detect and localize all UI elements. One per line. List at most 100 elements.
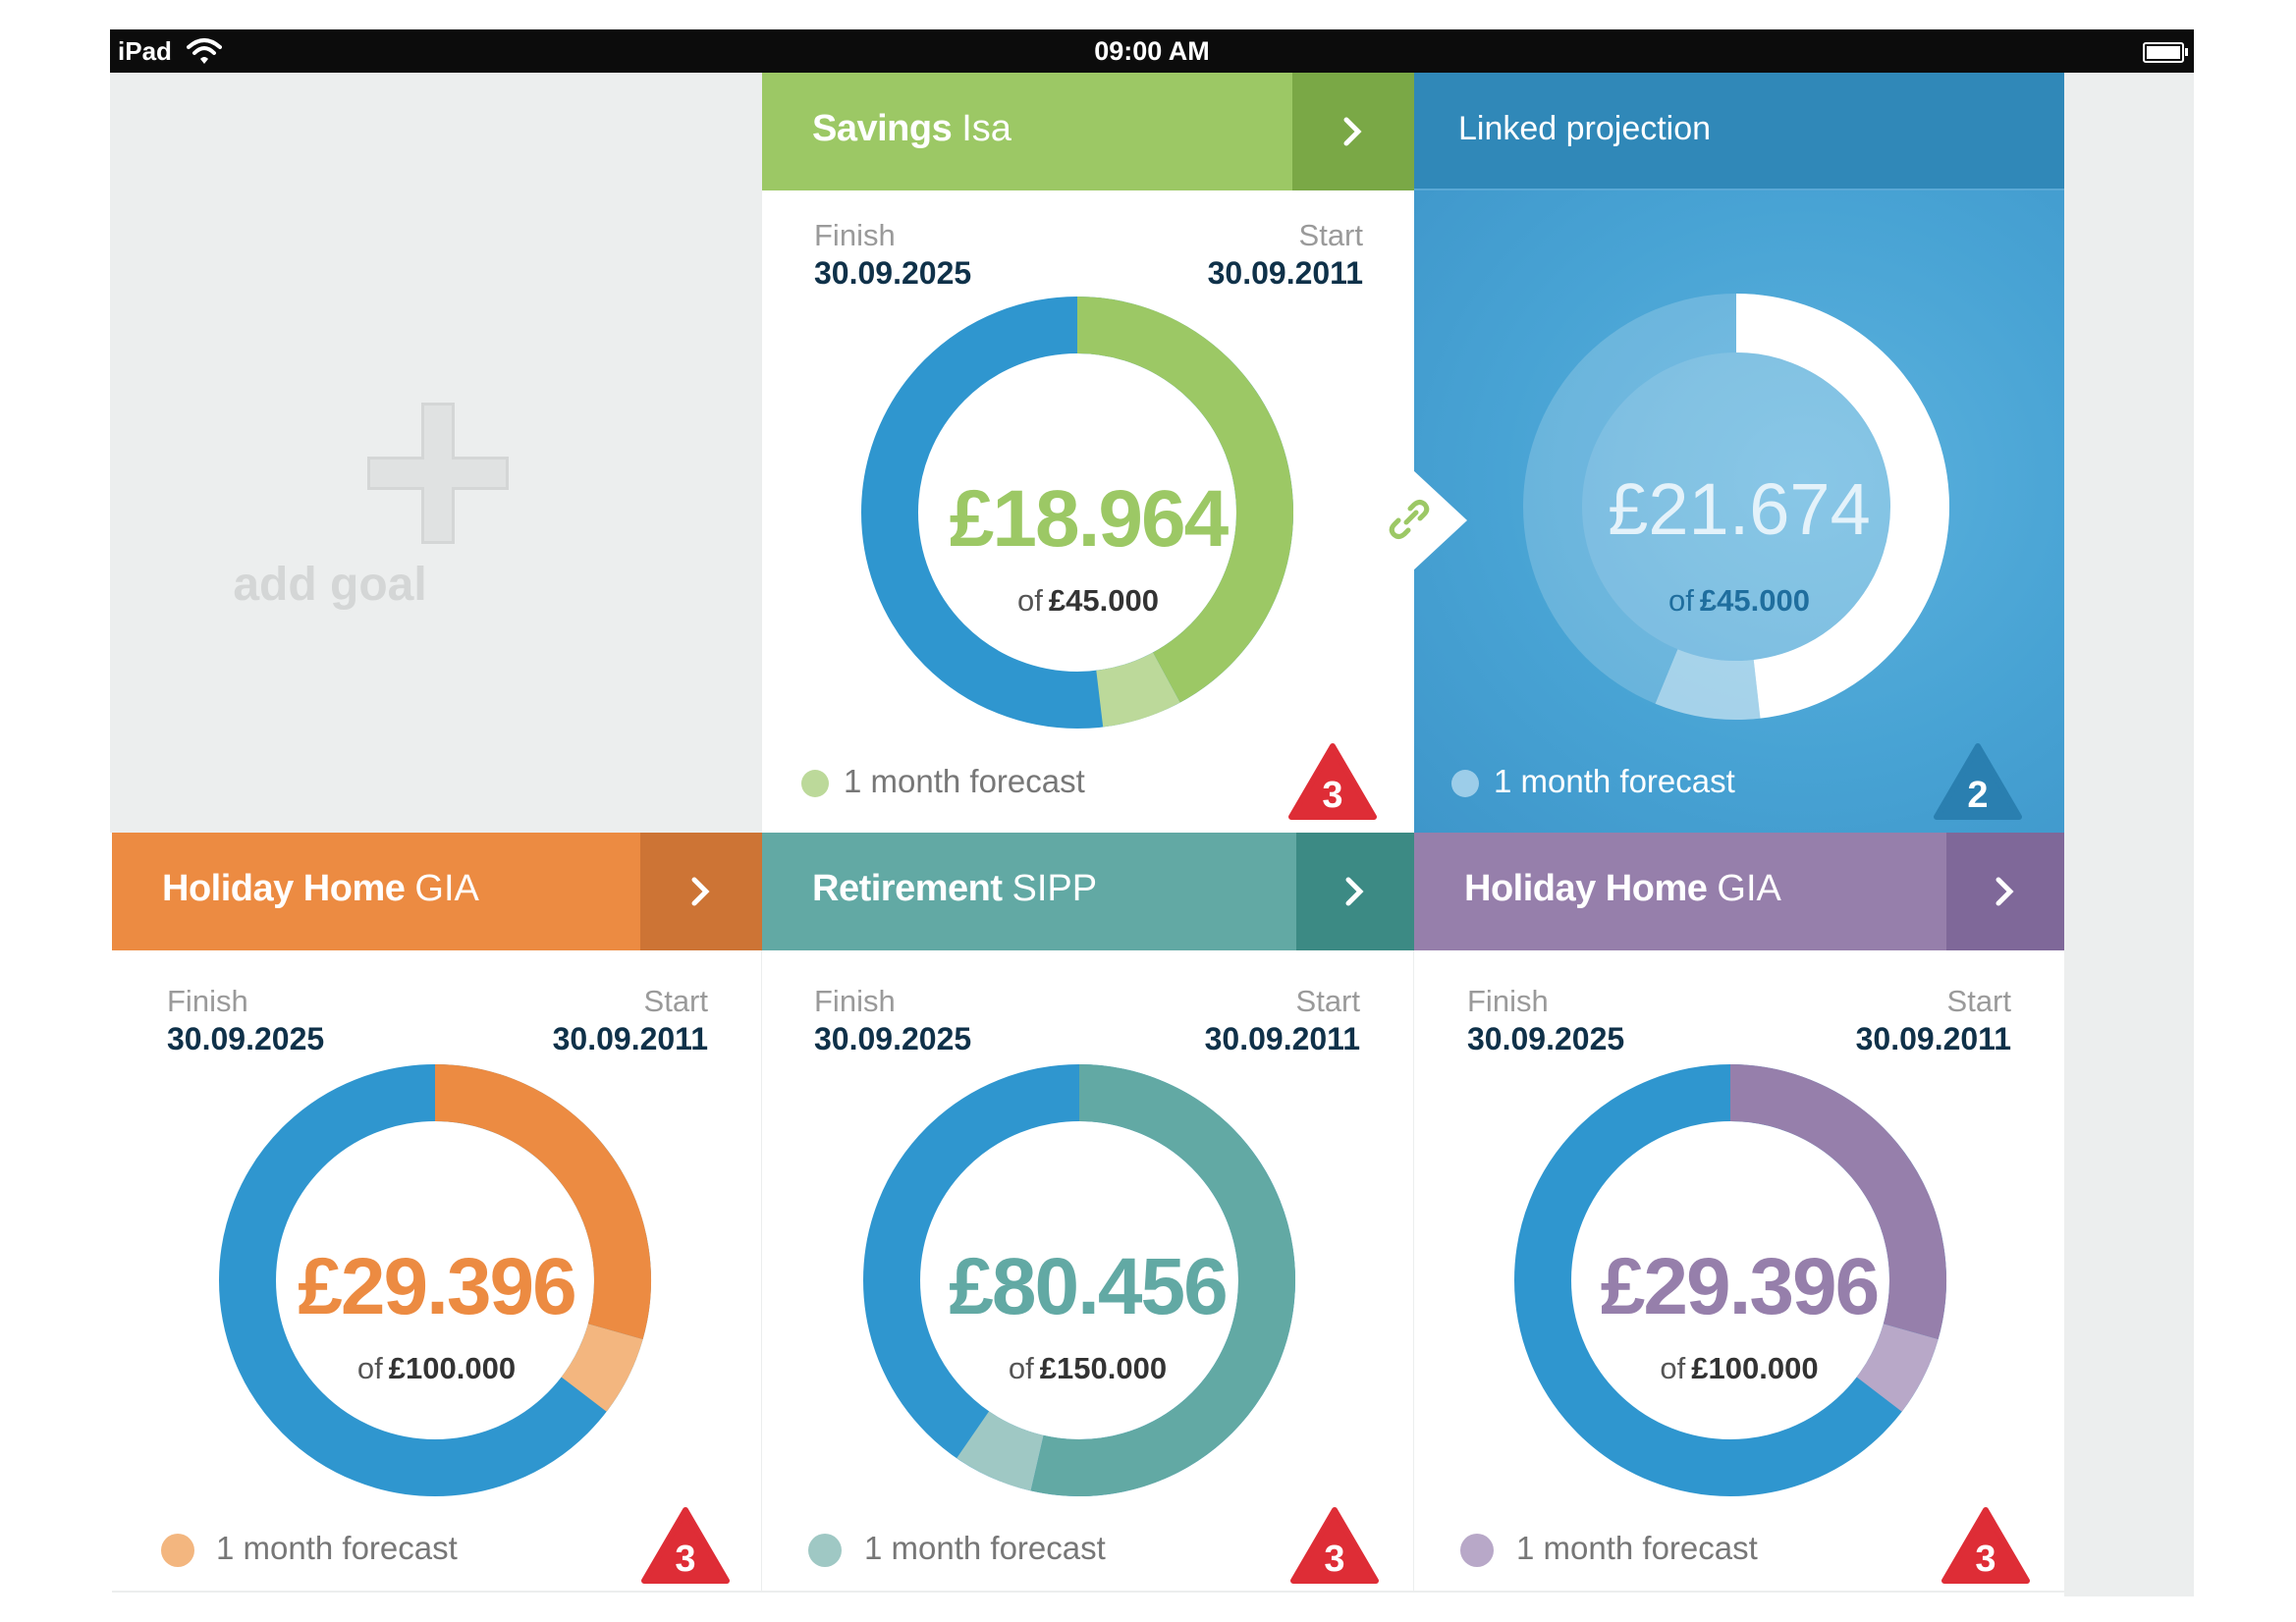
alert-badge[interactable]: 2 bbox=[1933, 742, 2023, 821]
forecast-dot bbox=[808, 1534, 842, 1567]
target-amount: of £100.000 bbox=[356, 1351, 517, 1385]
add-goal-label: add goal bbox=[233, 559, 427, 611]
forecast-label: 1 month forecast bbox=[1494, 763, 1735, 799]
svg-text:2: 2 bbox=[1967, 775, 1988, 816]
svg-text:3: 3 bbox=[1975, 1539, 1995, 1580]
battery-icon bbox=[2143, 42, 2188, 63]
forecast-dot bbox=[161, 1534, 194, 1567]
card-header[interactable]: Holiday Home GIA bbox=[112, 833, 762, 950]
card-header: Linked projection bbox=[1414, 73, 2064, 190]
open-goal-button[interactable] bbox=[1946, 833, 2064, 950]
card-title: Retirement SIPP bbox=[812, 868, 1098, 909]
finish-date: 30.09.2025 bbox=[814, 1021, 972, 1056]
add-goal-tile[interactable]: add goal bbox=[110, 73, 762, 833]
forecast-arc bbox=[561, 1323, 643, 1412]
start-label: Start bbox=[643, 984, 708, 1018]
finish-date: 30.09.2025 bbox=[814, 255, 972, 291]
progress-donut bbox=[863, 1064, 1295, 1496]
finish-date: 30.09.2025 bbox=[167, 1021, 325, 1056]
linked-projection-card: Linked projection £21.674 of £45.000 1 mo… bbox=[1414, 73, 2064, 833]
donut-inner bbox=[1582, 352, 1890, 661]
forecast-arc bbox=[1095, 652, 1180, 728]
open-goal-button[interactable] bbox=[1296, 833, 1414, 950]
forecast-label: 1 month forecast bbox=[216, 1530, 458, 1566]
target-amount: of £45.000 bbox=[1017, 583, 1159, 618]
status-time: 09:00 AM bbox=[1094, 36, 1210, 66]
alert-badge[interactable]: 3 bbox=[1941, 1506, 2031, 1585]
progress-donut bbox=[1514, 1064, 1946, 1496]
finish-label: Finish bbox=[167, 984, 248, 1018]
card-body: Finish 30.09.2025 Start 30.09.2011 £18.9… bbox=[762, 190, 1414, 833]
right-edge-panel bbox=[2064, 73, 2194, 1596]
start-label: Start bbox=[1946, 984, 2011, 1018]
target-amount: of £100.000 bbox=[1660, 1351, 1819, 1385]
current-amount: £80.456 bbox=[949, 1242, 1228, 1331]
chevron-right-icon bbox=[1343, 117, 1362, 146]
forecast-dot bbox=[1451, 770, 1479, 797]
finish-label: Finish bbox=[814, 218, 896, 252]
svg-text:3: 3 bbox=[675, 1539, 695, 1580]
forecast-dot bbox=[1460, 1534, 1494, 1567]
alert-badge[interactable]: 3 bbox=[1287, 742, 1378, 821]
forecast-label: 1 month forecast bbox=[864, 1530, 1106, 1566]
card-header[interactable]: Savings Isa bbox=[762, 73, 1414, 190]
card-title: Holiday Home GIA bbox=[1464, 868, 1781, 909]
progress-arc bbox=[434, 1064, 651, 1340]
card-header[interactable]: Retirement SIPP bbox=[762, 833, 1414, 950]
goal-card-savings: Savings Isa Finish 30.09.2025 Start 30.09… bbox=[762, 73, 1414, 833]
chevron-right-icon bbox=[1995, 877, 2014, 906]
progress-arc bbox=[1729, 1064, 1946, 1340]
card-body: Finish 30.09.2025 Start 30.09.2011 £29.3… bbox=[112, 950, 762, 1593]
alert-badge[interactable]: 3 bbox=[640, 1506, 731, 1585]
chevron-right-icon bbox=[1345, 877, 1364, 906]
plus-icon bbox=[367, 403, 509, 544]
forecast-label: 1 month forecast bbox=[1516, 1530, 1758, 1566]
start-date: 30.09.2011 bbox=[1855, 1021, 2011, 1056]
current-amount: £18.964 bbox=[949, 474, 1229, 564]
goal-card-holiday-home-2: Holiday Home GIA Finish 30.09.2025 Start … bbox=[1414, 833, 2064, 1596]
alert-badge[interactable]: 3 bbox=[1289, 1506, 1380, 1585]
target-amount: of £45.000 bbox=[1668, 583, 1810, 618]
progress-arc bbox=[1076, 297, 1293, 703]
forecast-arc bbox=[1655, 648, 1761, 720]
forecast-arc bbox=[1856, 1323, 1939, 1412]
current-amount: £29.396 bbox=[1600, 1242, 1880, 1331]
target-amount: of £150.000 bbox=[1008, 1351, 1168, 1385]
card-body: Finish 30.09.2025 Start 30.09.2011 £80.4… bbox=[762, 950, 1414, 1593]
open-goal-button[interactable] bbox=[640, 833, 762, 950]
link-icon[interactable] bbox=[1387, 497, 1432, 542]
projected-amount: £21.674 bbox=[1608, 468, 1871, 550]
projection-arc bbox=[1735, 294, 1949, 719]
start-date: 30.09.2011 bbox=[1204, 1021, 1360, 1056]
chevron-right-icon bbox=[691, 877, 710, 906]
card-title: Savings Isa bbox=[812, 108, 1011, 149]
goal-card-holiday-home: Holiday Home GIA Finish 30.09.2025 Start … bbox=[112, 833, 762, 1596]
forecast-arc bbox=[957, 1411, 1045, 1491]
device-name: iPad bbox=[118, 36, 172, 66]
finish-date: 30.09.2025 bbox=[1467, 1021, 1625, 1056]
start-label: Start bbox=[1298, 218, 1363, 252]
forecast-label: 1 month forecast bbox=[844, 763, 1085, 799]
projection-donut bbox=[1523, 294, 1949, 720]
svg-text:3: 3 bbox=[1322, 775, 1342, 816]
svg-text:3: 3 bbox=[1324, 1539, 1344, 1580]
donut-halo bbox=[1523, 294, 1949, 720]
wifi-icon bbox=[187, 37, 222, 70]
progress-arc bbox=[1030, 1064, 1295, 1496]
finish-label: Finish bbox=[1467, 984, 1549, 1018]
card-title: Linked projection bbox=[1458, 110, 1712, 147]
link-pointer bbox=[1412, 469, 1467, 571]
open-goal-button[interactable] bbox=[1292, 73, 1414, 190]
card-header[interactable]: Holiday Home GIA bbox=[1414, 833, 2064, 950]
start-label: Start bbox=[1295, 984, 1360, 1018]
current-amount: £29.396 bbox=[298, 1242, 576, 1331]
progress-donut bbox=[861, 297, 1293, 729]
start-date: 30.09.2011 bbox=[552, 1021, 708, 1056]
ipad-screen: iPad 09:00 AM add goal Savings Isa bbox=[110, 29, 2194, 1596]
forecast-dot bbox=[801, 770, 829, 797]
start-date: 30.09.2011 bbox=[1207, 255, 1363, 291]
status-bar: iPad 09:00 AM bbox=[110, 29, 2194, 73]
card-body: Finish 30.09.2025 Start 30.09.2011 £29.3… bbox=[1414, 950, 2064, 1593]
progress-donut bbox=[219, 1064, 651, 1496]
finish-label: Finish bbox=[814, 984, 896, 1018]
